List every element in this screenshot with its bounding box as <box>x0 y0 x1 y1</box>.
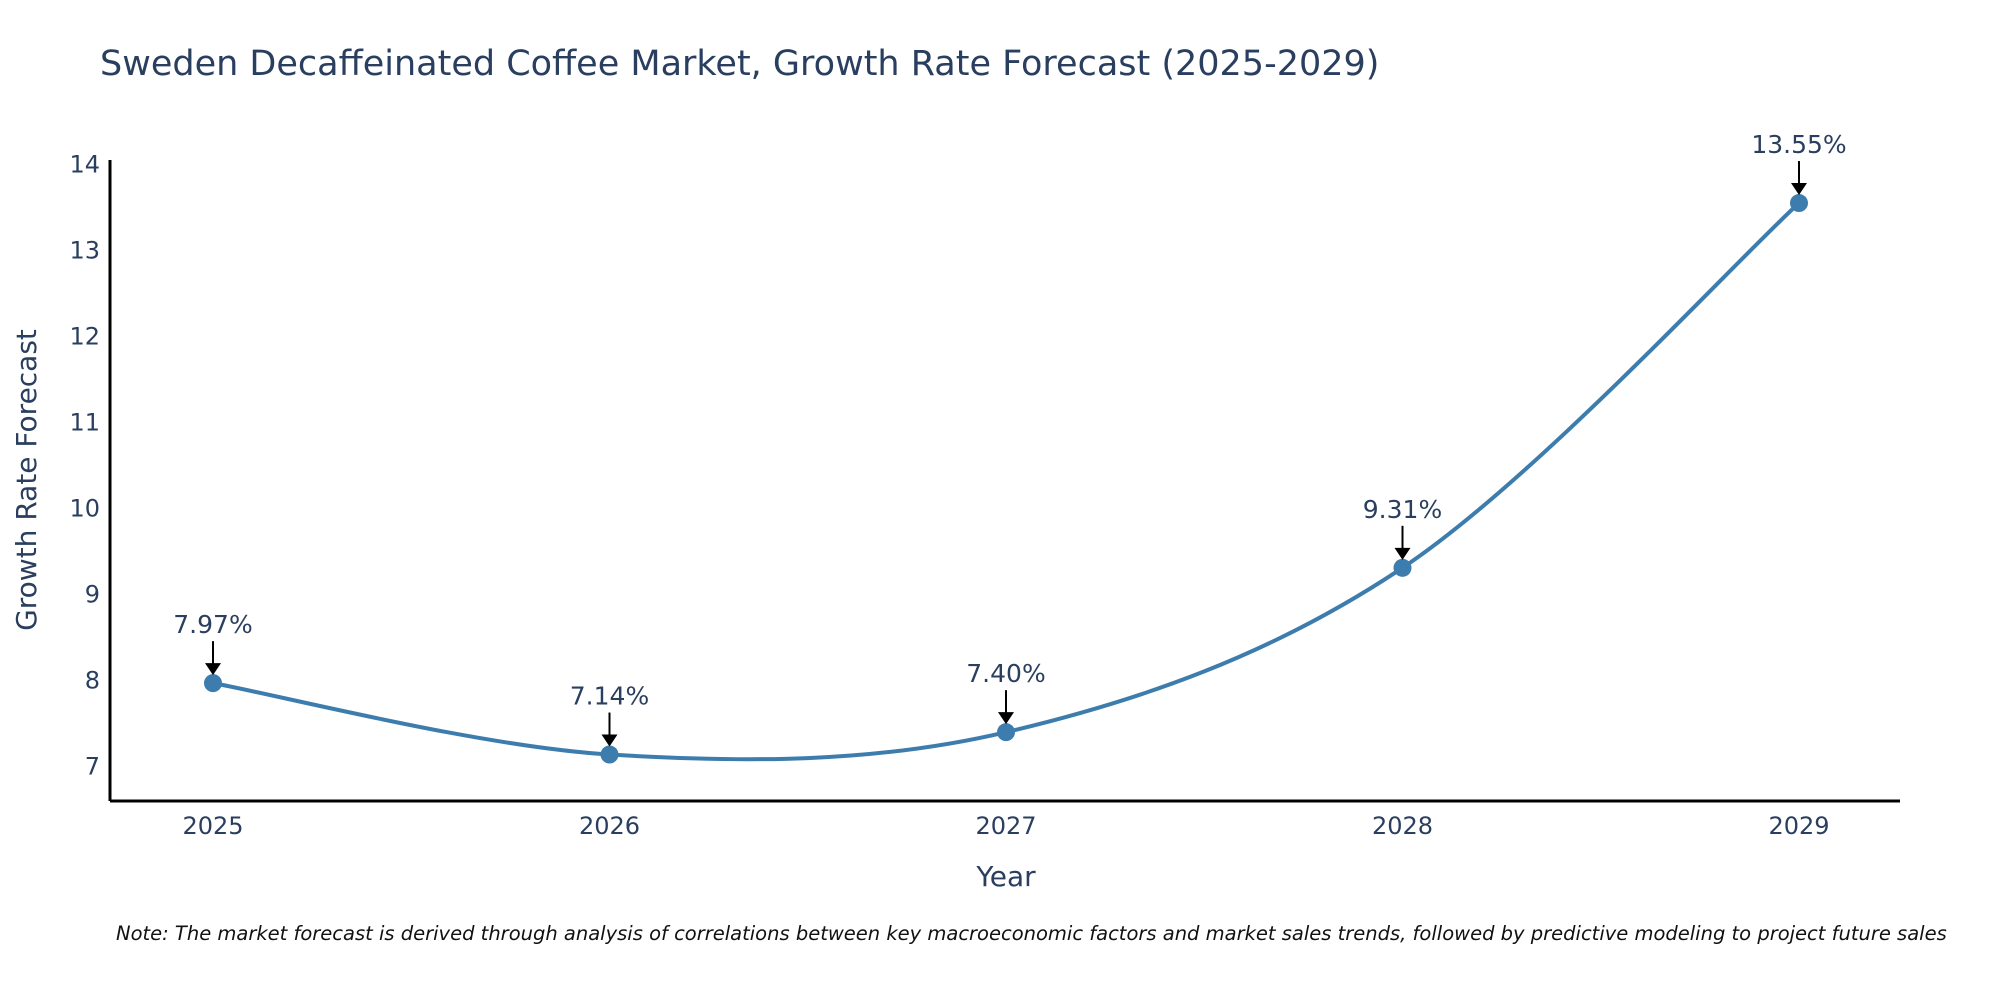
x-tick-label: 2027 <box>975 812 1036 840</box>
series-line <box>212 201 1801 762</box>
annotation-arrow-head <box>1394 547 1411 560</box>
x-tick-label: 2028 <box>1372 812 1433 840</box>
annotation-2025: 7.97% <box>173 610 253 676</box>
data-label: 9.31% <box>1363 495 1442 524</box>
annotation-arrow-head <box>601 734 618 747</box>
y-tick-label: 13 <box>69 236 100 264</box>
data-point-2026 <box>600 745 619 764</box>
y-tick-label: 12 <box>69 322 100 350</box>
x-tick-label: 2029 <box>1768 812 1829 840</box>
annotation-2026: 7.14% <box>570 682 649 747</box>
data-label: 13.55% <box>1751 130 1846 159</box>
data-label: 7.97% <box>173 610 252 639</box>
chart-title: Sweden Decaffeinated Coffee Market, Grow… <box>100 44 1380 84</box>
y-axis-title: Growth Rate Forecast <box>10 329 43 631</box>
y-tick-label: 9 <box>85 581 100 609</box>
y-tick-label: 14 <box>69 150 100 178</box>
annotation-2029: 13.55% <box>1751 130 1847 196</box>
data-point-2025 <box>204 674 222 693</box>
x-tick-label: 2026 <box>579 812 640 840</box>
data-point-2029 <box>1790 194 1808 213</box>
y-tick-label: 8 <box>85 667 100 695</box>
y-tick-label: 11 <box>69 408 100 436</box>
y-tick-label: 10 <box>69 494 100 522</box>
data-annotations: 7.97% 7.14% 7.40% 9.31% 13.55% <box>173 130 1847 747</box>
data-label: 7.40% <box>966 659 1045 688</box>
x-axis-title: Year <box>975 860 1036 893</box>
annotation-2027: 7.40% <box>966 659 1046 725</box>
x-axis-ticks: 2025 2026 2027 2028 2029 <box>182 812 1829 840</box>
annotation-arrow-head <box>998 712 1014 725</box>
axes <box>108 160 1900 803</box>
annotation-arrow-head <box>205 663 221 676</box>
annotation-arrow-head <box>1791 183 1807 196</box>
data-point-2028 <box>1393 558 1412 577</box>
series-markers <box>204 194 1808 764</box>
y-tick-label: 7 <box>85 753 100 781</box>
data-label: 7.14% <box>570 682 649 711</box>
y-axis-ticks: 7 8 9 10 11 12 13 14 <box>69 150 100 780</box>
data-point-2027 <box>997 723 1015 742</box>
footnote: Note: The market forecast is derived thr… <box>116 922 1947 945</box>
annotation-2028: 9.31% <box>1363 495 1442 560</box>
x-tick-label: 2025 <box>182 812 243 840</box>
